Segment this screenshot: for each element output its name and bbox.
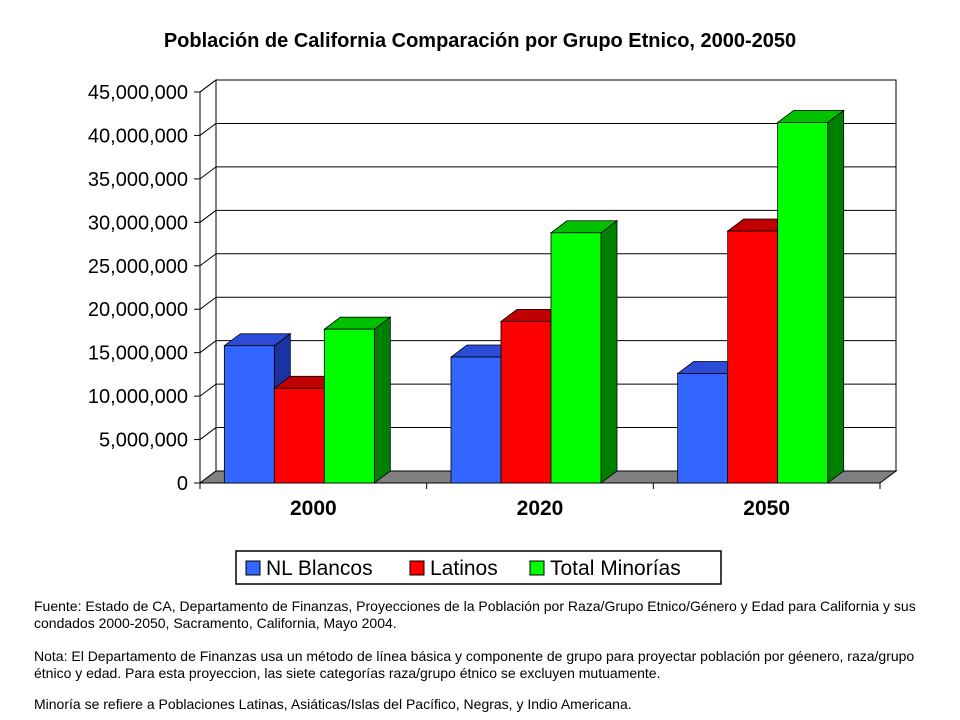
gridline-side xyxy=(199,166,217,180)
x-tick-label: 2050 xyxy=(743,497,790,520)
bar xyxy=(223,345,275,484)
bar xyxy=(677,373,729,484)
y-tick-label: 20,000,000 xyxy=(88,299,188,321)
bar-side xyxy=(373,316,391,484)
source-note: Fuente: Estado de CA, Departamento de Fi… xyxy=(34,598,916,631)
legend-box xyxy=(235,550,722,585)
bar xyxy=(450,356,502,484)
gridline-side xyxy=(199,123,217,136)
bar-side xyxy=(600,219,618,484)
gridline-side xyxy=(199,296,217,310)
y-tick-label: 5,000,000 xyxy=(99,430,188,452)
gridline-side xyxy=(199,340,217,354)
y-tick-label: 45,000,000 xyxy=(88,82,188,104)
y-tick-label: 0 xyxy=(177,473,188,495)
gridline-side xyxy=(199,209,217,223)
legend-swatch xyxy=(245,560,261,576)
bar xyxy=(323,328,375,484)
method-note: Nota: El Departamento de Finanzas usa un… xyxy=(34,648,915,681)
x-tick-label: 2000 xyxy=(290,497,337,520)
bar xyxy=(273,387,325,484)
y-tick-label: 30,000,000 xyxy=(88,212,188,234)
legend-label: NL Blancos xyxy=(266,557,373,580)
y-tick-label: 10,000,000 xyxy=(88,386,188,408)
gridline-side xyxy=(199,79,217,93)
y-tick-label: 40,000,000 xyxy=(88,125,188,147)
bar-side xyxy=(827,109,845,484)
bar xyxy=(500,320,552,484)
bar-chart: 0 5,000,000 10,000,000 15,000,000 20,000,000… xyxy=(88,79,898,585)
gridline-side xyxy=(199,383,217,397)
legend-label: Latinos xyxy=(430,557,498,580)
legend-label: Total Minorías xyxy=(550,557,681,580)
gridline-side xyxy=(199,253,217,267)
bar xyxy=(550,232,602,484)
legend-swatch xyxy=(409,560,425,576)
minority-note: Minoría se refiere a Poblaciones Latinas… xyxy=(34,696,632,712)
y-tick-label: 25,000,000 xyxy=(88,256,188,278)
bar xyxy=(777,122,829,484)
gridline-side xyxy=(199,427,217,440)
bar xyxy=(727,230,779,484)
chart-title: Población de California Comparación por … xyxy=(163,30,797,52)
y-tick-label: 15,000,000 xyxy=(88,343,188,365)
y-tick-label: 35,000,000 xyxy=(88,169,188,191)
x-tick-label: 2020 xyxy=(517,497,564,520)
plot-side-wall xyxy=(199,79,217,484)
legend-swatch xyxy=(529,560,545,576)
